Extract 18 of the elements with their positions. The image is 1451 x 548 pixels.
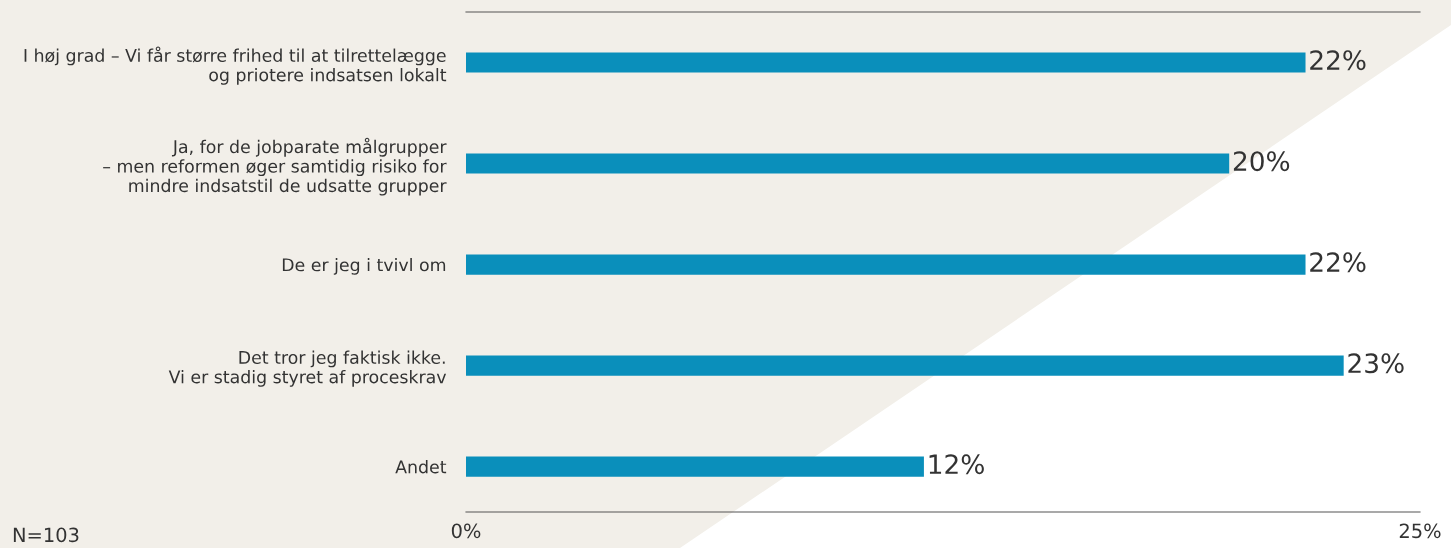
bar [466,52,1306,73]
y-tick-label: Det tror jeg faktisk ikke. Vi er stadig styret af proceskrav [168,350,447,387]
data-label: 20% [1233,151,1290,172]
text: N=103 [13,527,79,543]
bar [466,254,1306,275]
x-tick-label: 0% [451,523,481,539]
data-label: 22% [1310,252,1366,273]
data-label: 22% [1310,50,1366,71]
x-tick-label: 25% [1399,523,1441,539]
bar [466,153,1230,174]
bar [466,456,924,477]
y-tick-label: Andet [395,459,447,474]
data-label: 12% [929,454,984,475]
bar [466,355,1344,376]
data-label: 23% [1348,353,1404,374]
y-tick-label: De er jeg i tvivl om [282,257,446,275]
y-tick-label: I høj grad – Vi får større frihed til at tilrettelægge og priotere indsatsen lokalt [24,46,447,85]
y-tick-label: Ja, for de jobparate målgrupper – men reformen øger samtidig risiko for mindre indsatstil de udsatte grupper [103,137,447,196]
